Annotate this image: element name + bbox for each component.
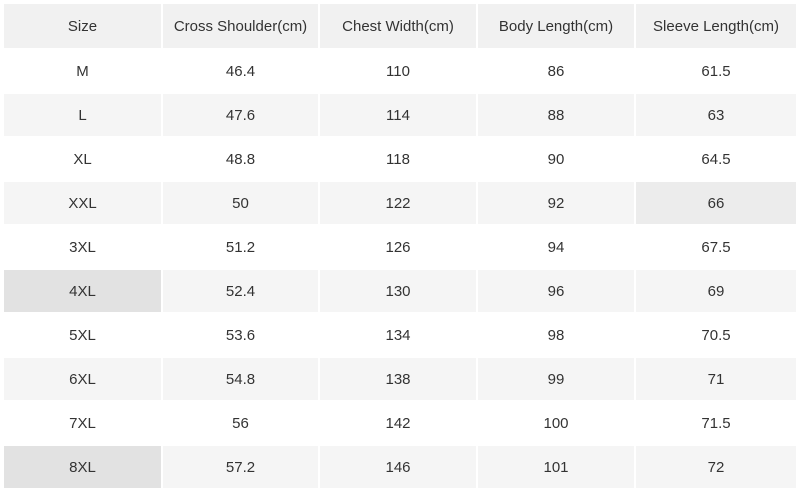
table-cell: 126 — [320, 226, 476, 268]
table-cell: 54.8 — [163, 358, 318, 400]
table-cell: 7XL — [4, 402, 161, 444]
table-cell: 88 — [478, 94, 634, 136]
table-cell: 134 — [320, 314, 476, 356]
table-cell: 138 — [320, 358, 476, 400]
table-cell: 53.6 — [163, 314, 318, 356]
table-cell: 110 — [320, 50, 476, 92]
header-cell: Size — [4, 4, 161, 48]
table-cell: 66 — [636, 182, 796, 224]
table-cell: L — [4, 94, 161, 136]
table-cell: 146 — [320, 446, 476, 488]
table-cell: 86 — [478, 50, 634, 92]
header-cell: Body Length(cm) — [478, 4, 634, 48]
table-cell: 130 — [320, 270, 476, 312]
table-cell: 69 — [636, 270, 796, 312]
table-cell: 98 — [478, 314, 634, 356]
table-cell: 71.5 — [636, 402, 796, 444]
table-cell: 63 — [636, 94, 796, 136]
table-cell: 6XL — [4, 358, 161, 400]
table-cell: 57.2 — [163, 446, 318, 488]
table-cell: 71 — [636, 358, 796, 400]
header-cell: Cross Shoulder(cm) — [163, 4, 318, 48]
table-cell: 47.6 — [163, 94, 318, 136]
table-cell: 64.5 — [636, 138, 796, 180]
table-cell: 48.8 — [163, 138, 318, 180]
table-cell: 142 — [320, 402, 476, 444]
table-cell: XL — [4, 138, 161, 180]
header-cell: Chest Width(cm) — [320, 4, 476, 48]
table-cell: 50 — [163, 182, 318, 224]
table-cell: 92 — [478, 182, 634, 224]
table-cell: 101 — [478, 446, 634, 488]
table-cell: 118 — [320, 138, 476, 180]
table-cell: 114 — [320, 94, 476, 136]
table-cell: 51.2 — [163, 226, 318, 268]
table-cell: 99 — [478, 358, 634, 400]
table-cell: 46.4 — [163, 50, 318, 92]
table-cell: 5XL — [4, 314, 161, 356]
table-cell: 72 — [636, 446, 796, 488]
table-cell: M — [4, 50, 161, 92]
table-cell: 90 — [478, 138, 634, 180]
table-cell: 100 — [478, 402, 634, 444]
table-cell: 94 — [478, 226, 634, 268]
table-cell: 56 — [163, 402, 318, 444]
table-cell: 122 — [320, 182, 476, 224]
table-cell: 8XL — [4, 446, 161, 488]
table-cell: 67.5 — [636, 226, 796, 268]
table-cell: 4XL — [4, 270, 161, 312]
table-cell: 52.4 — [163, 270, 318, 312]
table-cell: 70.5 — [636, 314, 796, 356]
table-cell: XXL — [4, 182, 161, 224]
table-cell: 3XL — [4, 226, 161, 268]
header-cell: Sleeve Length(cm) — [636, 4, 796, 48]
table-cell: 96 — [478, 270, 634, 312]
table-cell: 61.5 — [636, 50, 796, 92]
